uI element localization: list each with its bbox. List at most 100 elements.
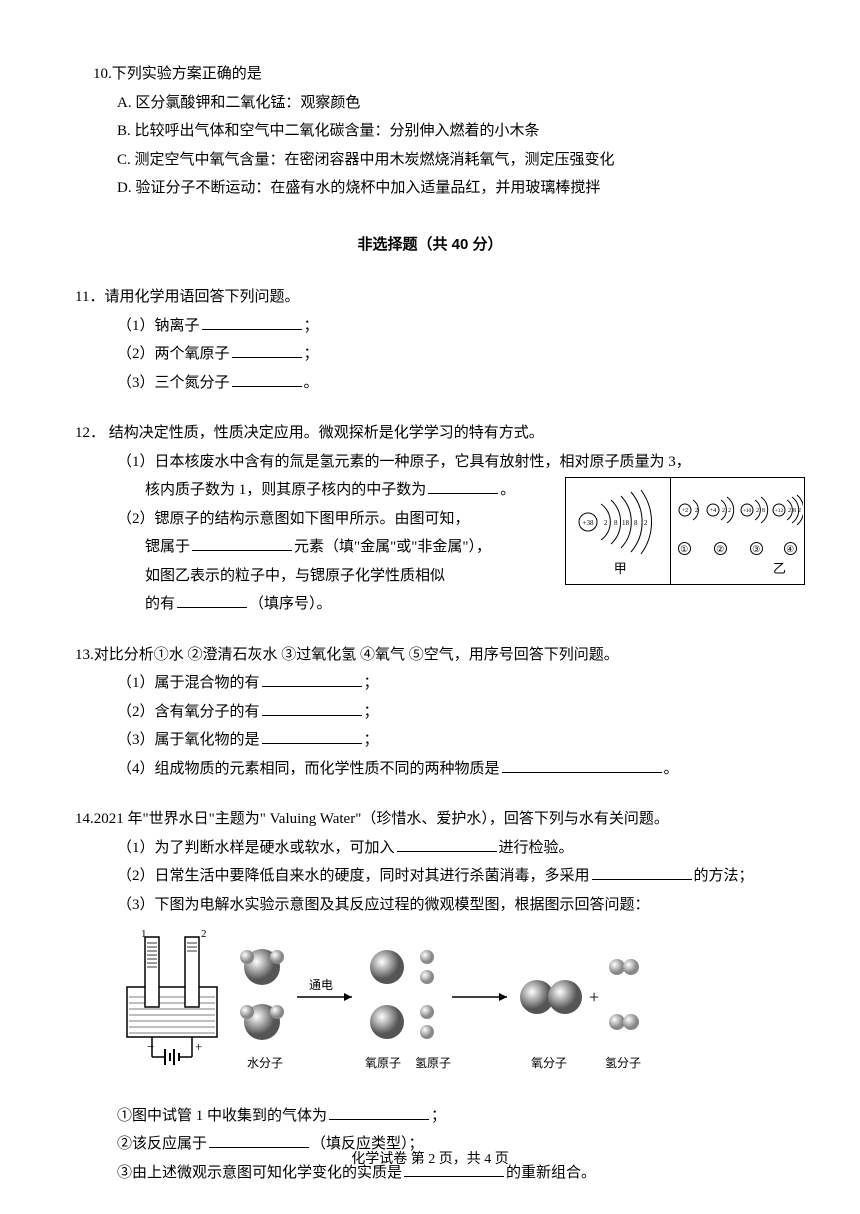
svg-text:2: 2 (728, 508, 731, 514)
electrolysis-diagram: 1 2 − + 水分子 通电 氧原子 氢原子 (117, 927, 677, 1087)
q11-p1: ； (304, 318, 319, 334)
blank-input[interactable] (192, 536, 292, 551)
q12-right-label: 乙 (773, 557, 786, 582)
q14-sub2: （2）日常生活中要降低自来水的硬度，同时对其进行杀菌消毒，多采用 的方法； (75, 862, 785, 891)
q10-opt-c: C. 测定空气中氧气含量：在密闭容器中用木炭燃烧消耗氧气，测定压强变化 (75, 146, 785, 175)
q13-sub3: （3）属于氧化物的是 ； (75, 726, 785, 755)
q12-diagram-right: +2 2 +4 2 2 +10 2 8 +12 2 8 2 (671, 478, 804, 584)
blank-input[interactable] (262, 672, 362, 687)
q12-sub2d: 的有（填序号）。 (75, 590, 785, 619)
svg-text:8: 8 (762, 508, 765, 514)
svg-text:2: 2 (788, 508, 791, 514)
q14-s2a: （2）日常生活中要降低自来水的硬度，同时对其进行杀菌消毒，多采用 (117, 868, 590, 884)
q14-s1b: 进行检验。 (499, 840, 574, 856)
q13-p4: 。 (664, 761, 679, 777)
question-11: 11．请用化学用语回答下列问题。 （1）钠离子 ； （2）两个氧原子； （3）三个… (75, 283, 785, 397)
q12-number: 12． (75, 425, 105, 441)
q14-s1a: （1）为了判断水样是硬水或软水，可加入 (117, 840, 395, 856)
q11-stem-text: 请用化学用语回答下列问题。 (104, 289, 299, 305)
q14-stem: 14.2021 年"世界水日"主题为" Valuing Water"（珍惜水、爱… (75, 805, 785, 834)
q14-sub3: （3）下图为电解水实验示意图及其反应过程的微观模型图，根据图示回答问题： (75, 891, 785, 920)
q12-sub1b-text: 核内质子数为 1，则其原子核内的中子数为 (145, 482, 426, 498)
q12-right-nums: ① ② ③ ④ (675, 540, 800, 559)
blank-input[interactable] (177, 593, 247, 608)
blank-input[interactable] (232, 343, 302, 358)
q13-s2: （2）含有氧分子的有 (117, 704, 260, 720)
q12-diagram-left: +38 2 8 18 8 2 甲 (566, 478, 671, 584)
question-10: 10.下列实验方案正确的是 A. 区分氯酸钾和二氧化锰：观察颜色 B. 比较呼出… (75, 60, 785, 203)
q13-s1: （1）属于混合物的有 (117, 675, 260, 691)
q12-stem-text: 结构决定性质，性质决定应用。微观探析是化学学习的特有方式。 (105, 425, 544, 441)
q13-stem: 13.对比分析①水 ②澄清石灰水 ③过氧化氢 ④氧气 ⑤空气，用序号回答下列问题… (75, 641, 785, 670)
svg-text:氢原子: 氢原子 (415, 1055, 451, 1070)
q10-opt-b: B. 比较呼出气体和空气中二氧化碳含量：分别伸入燃着的小木条 (75, 117, 785, 146)
q11-p3: 。 (304, 375, 319, 391)
svg-text:+2: +2 (682, 508, 688, 514)
question-14: 14.2021 年"世界水日"主题为" Valuing Water"（珍惜水、爱… (75, 805, 785, 1187)
q12-sub1a: （1）日本核废水中含有的氚是氢元素的一种原子，它具有放射性，相对原子质量为 3， (75, 448, 785, 477)
q13-number: 13. (75, 647, 94, 663)
q12-left-label: 甲 (614, 557, 627, 582)
circ-4: ④ (784, 542, 797, 555)
blank-input[interactable] (397, 837, 497, 852)
question-13: 13.对比分析①水 ②澄清石灰水 ③过氧化氢 ④氧气 ⑤空气，用序号回答下列问题… (75, 641, 785, 784)
svg-text:8: 8 (634, 519, 638, 527)
svg-text:−: − (147, 1039, 154, 1054)
svg-text:+: + (589, 987, 599, 1007)
q10-opt-a: A. 区分氯酸钾和二氧化锰：观察颜色 (75, 89, 785, 118)
q13-sub1: （1）属于混合物的有 ； (75, 669, 785, 698)
svg-text:2: 2 (644, 519, 648, 527)
circ-3: ③ (750, 542, 763, 555)
q13-s3: （3）属于氧化物的是 (117, 732, 260, 748)
circ-1: ① (678, 542, 691, 555)
q14-stem-text: 2021 年"世界水日"主题为" Valuing Water"（珍惜水、爱护水）… (94, 811, 669, 827)
circ-2: ② (714, 542, 727, 555)
atoms-right-icon: +2 2 +4 2 2 +10 2 8 +12 2 8 2 (673, 480, 803, 548)
q12-sub1-p: 。 (500, 482, 515, 498)
q14-s2b: 的方法； (694, 868, 754, 884)
question-12: 12． 结构决定性质，性质决定应用。微观探析是化学学习的特有方式。 （1）日本核… (75, 419, 785, 619)
q10-number: 10. (93, 66, 112, 82)
q14-q1a: ①图中试管 1 中收集到的气体为 (117, 1108, 327, 1124)
q12-sub2b-text: 锶属于 (145, 539, 190, 555)
q13-p3: ； (364, 732, 379, 748)
q11-sub1: （1）钠离子 ； (75, 312, 785, 341)
q14-number: 14. (75, 811, 94, 827)
svg-text:2: 2 (201, 928, 207, 940)
svg-text:2: 2 (604, 519, 608, 527)
q10-stem-text: 下列实验方案正确的是 (112, 66, 262, 82)
q13-sub2: （2）含有氧分子的有 ； (75, 698, 785, 727)
q12-diagram: +38 2 8 18 8 2 甲 +2 2 (565, 477, 805, 585)
svg-text:2: 2 (695, 508, 698, 514)
q11-sub2-text: （2）两个氧原子 (117, 346, 230, 362)
blank-input[interactable] (592, 865, 692, 880)
q13-p1: ； (364, 675, 379, 691)
q11-sub1-text: （1）钠离子 (117, 318, 200, 334)
q13-p2: ； (364, 704, 379, 720)
q13-s4: （4）组成物质的元素相同，而化学性质不同的两种物质是 (117, 761, 500, 777)
svg-text:通电: 通电 (309, 978, 333, 992)
svg-text:水分子: 水分子 (247, 1056, 283, 1070)
blank-input[interactable] (209, 1133, 309, 1148)
svg-text:+4: +4 (710, 508, 716, 514)
blank-input[interactable] (262, 729, 362, 744)
blank-input[interactable] (329, 1105, 429, 1120)
svg-text:氢分子: 氢分子 (605, 1055, 641, 1070)
blank-input[interactable] (232, 372, 302, 387)
blank-input[interactable] (502, 758, 662, 773)
svg-text:8: 8 (614, 519, 618, 527)
svg-text:18: 18 (622, 519, 630, 527)
q12-sub2d-text: 的有 (145, 596, 175, 612)
blank-input[interactable] (428, 479, 498, 494)
q11-sub3-text: （3）三个氮分子 (117, 375, 230, 391)
svg-text:2: 2 (756, 508, 759, 514)
blank-input[interactable] (262, 701, 362, 716)
svg-text:+12: +12 (774, 508, 783, 514)
q11-sub2: （2）两个氧原子； (75, 340, 785, 369)
q14-q1b: ； (431, 1108, 446, 1124)
q12-stem: 12． 结构决定性质，性质决定应用。微观探析是化学学习的特有方式。 (75, 419, 785, 448)
svg-text:+10: +10 (742, 508, 751, 514)
blank-input[interactable] (202, 315, 302, 330)
q11-stem: 11．请用化学用语回答下列问题。 (75, 283, 785, 312)
atom-sr-icon: +38 2 8 18 8 2 (568, 482, 668, 562)
